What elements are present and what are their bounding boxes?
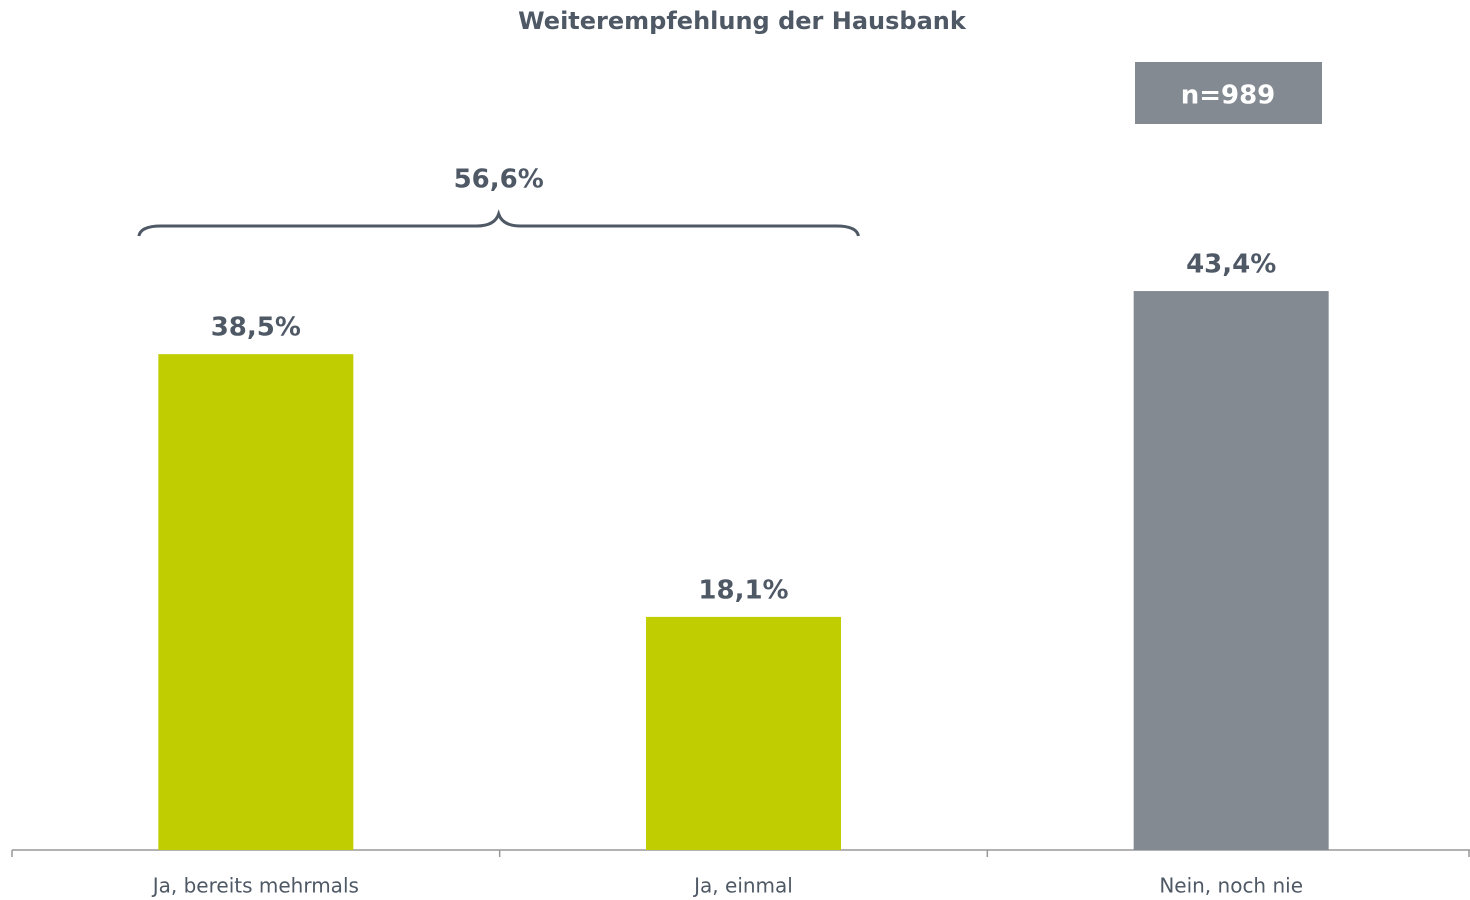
bracket bbox=[137, 209, 860, 237]
bracket-label: 56,6% bbox=[454, 165, 544, 195]
note-box bbox=[1135, 62, 1322, 124]
bar bbox=[158, 354, 354, 850]
value-label: 43,4% bbox=[1186, 250, 1276, 280]
chart-title: Weiterempfehlung der Hausbank bbox=[518, 7, 967, 35]
value-label: 18,1% bbox=[698, 575, 788, 605]
note: n=989 bbox=[1181, 81, 1276, 111]
x-tick-label: Nein, noch nie bbox=[1159, 874, 1303, 898]
bar bbox=[646, 616, 841, 850]
value-label: 38,5% bbox=[211, 313, 301, 343]
x-tick-label: Ja, einmal bbox=[692, 874, 793, 898]
bar bbox=[1133, 291, 1329, 850]
x-tick-label: Ja, bereits mehrmals bbox=[151, 874, 359, 898]
